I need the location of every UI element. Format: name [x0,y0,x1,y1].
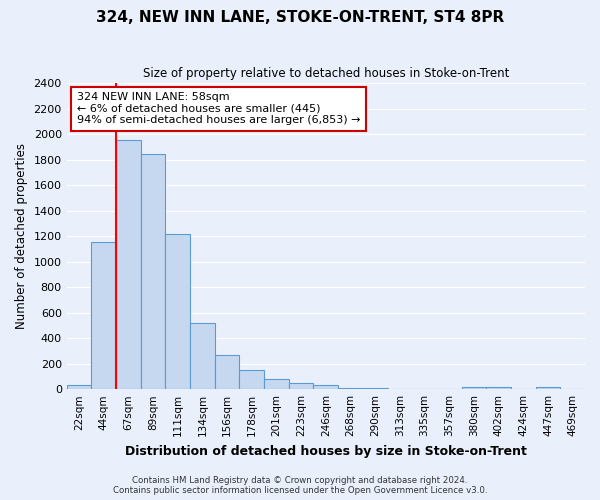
Text: 324, NEW INN LANE, STOKE-ON-TRENT, ST4 8PR: 324, NEW INN LANE, STOKE-ON-TRENT, ST4 8… [96,10,504,25]
Bar [461,387,486,389]
Text: 324 NEW INN LANE: 58sqm
← 6% of detached houses are smaller (445)
94% of semi-de: 324 NEW INN LANE: 58sqm ← 6% of detached… [77,92,361,126]
Bar [239,370,264,389]
Bar [536,386,560,389]
Text: Contains HM Land Registry data © Crown copyright and database right 2024.
Contai: Contains HM Land Registry data © Crown c… [113,476,487,495]
Bar [190,323,215,389]
Bar [289,383,313,389]
Bar [166,234,190,389]
Bar [141,154,166,389]
Bar [338,388,363,389]
Bar [116,140,141,389]
Bar [264,379,289,389]
Y-axis label: Number of detached properties: Number of detached properties [15,143,28,329]
Bar [388,388,412,389]
X-axis label: Distribution of detached houses by size in Stoke-on-Trent: Distribution of detached houses by size … [125,444,527,458]
Bar [67,386,91,389]
Bar [313,384,338,389]
Bar [412,388,437,389]
Bar [215,356,239,389]
Bar [486,388,511,389]
Bar [363,388,388,389]
Bar [560,388,585,389]
Title: Size of property relative to detached houses in Stoke-on-Trent: Size of property relative to detached ho… [143,68,509,80]
Bar [91,242,116,389]
